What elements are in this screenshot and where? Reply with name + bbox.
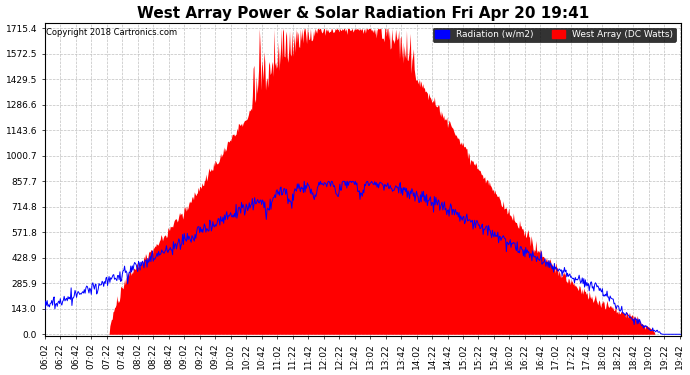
Text: Copyright 2018 Cartronics.com: Copyright 2018 Cartronics.com [46, 28, 177, 37]
Legend: Radiation (w/m2), West Array (DC Watts): Radiation (w/m2), West Array (DC Watts) [433, 28, 676, 42]
Title: West Array Power & Solar Radiation Fri Apr 20 19:41: West Array Power & Solar Radiation Fri A… [137, 6, 589, 21]
